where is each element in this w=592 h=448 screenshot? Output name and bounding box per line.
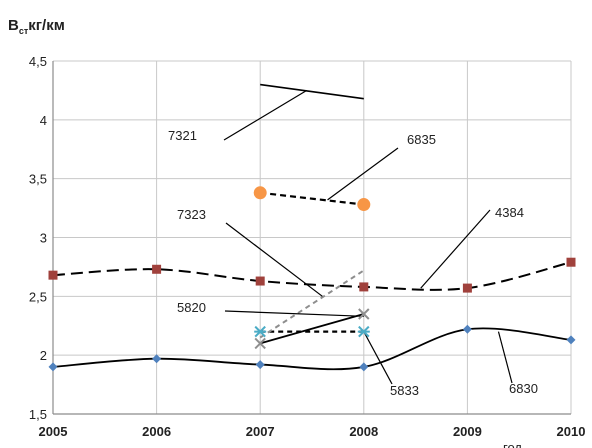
point-6835 (357, 198, 371, 212)
x-tick-label: 2007 (246, 424, 275, 439)
x-axis-label: год (503, 440, 522, 448)
series-markers (48, 186, 576, 372)
point-5833 (357, 325, 370, 338)
leader-line-7321 (223, 89, 308, 141)
x-tick-label: 2008 (349, 424, 378, 439)
grid (52, 60, 572, 415)
x-tick-labels: 2005 2006 2007 2008 2009 2010 (39, 424, 586, 439)
y-tick-label: 4,5 (29, 54, 47, 69)
axes (52, 61, 571, 415)
annotation-label-4384: 4384 (495, 205, 524, 220)
point-6835 (253, 186, 267, 200)
series-line-6835 (260, 191, 364, 206)
leader-line-6830 (497, 331, 513, 384)
point-5820 (358, 308, 370, 320)
x-tick-label: 2005 (39, 424, 68, 439)
y-axis-label-unit: кг/км (28, 17, 65, 34)
series-line-7323 (259, 269, 365, 339)
y-tick-label: 3 (40, 231, 47, 246)
series-line-7321 (260, 83, 364, 100)
annotation-label-7323: 7323 (177, 207, 206, 222)
series-line-5820 (259, 313, 365, 345)
annotation-label-5820: 5820 (177, 300, 206, 315)
point-6830 (462, 324, 472, 334)
y-tick-label: 1,5 (29, 407, 47, 422)
point-4384 (255, 276, 265, 286)
point-5833 (254, 325, 267, 338)
y-axis-label-main: B (8, 17, 19, 34)
point-4384 (48, 270, 58, 280)
point-stroke (254, 337, 266, 350)
x-tick-label: 2006 (142, 424, 171, 439)
y-tick-label: 2 (40, 348, 47, 363)
point-4384 (152, 264, 162, 274)
leader-lines (223, 89, 513, 385)
annotation-label-5833: 5833 (390, 383, 419, 398)
point-4384 (566, 257, 576, 267)
point-5820 (254, 337, 266, 350)
leader-line-4384 (420, 209, 491, 289)
point-stroke (358, 308, 370, 320)
point-6830 (566, 335, 576, 345)
point-6830 (255, 360, 265, 370)
leader-line-6835 (327, 147, 399, 201)
point-6830 (359, 362, 369, 372)
point-4384 (462, 283, 472, 293)
x-tick-label: 2009 (453, 424, 482, 439)
annotation-label-7321: 7321 (168, 128, 197, 143)
leader-line-5820 (224, 310, 364, 317)
y-tick-label: 4 (40, 113, 47, 128)
annotation-label-6830: 6830 (509, 381, 538, 396)
y-tick-labels: 1,5 2 2,5 3 3,5 4 4,5 (29, 54, 47, 422)
x-tick-label: 2010 (557, 424, 586, 439)
annotation-labels: 7321 6835 7323 4384 5820 5833 6830 (168, 128, 538, 398)
point-4384 (359, 282, 369, 292)
y-tick-label: 2,5 (29, 289, 47, 304)
y-tick-label: 3,5 (29, 172, 47, 187)
series-line-6830 (52, 327, 572, 371)
series-line-4384 (52, 261, 572, 291)
leader-line-5833 (363, 331, 393, 385)
series-lines (52, 83, 572, 371)
annotation-label-6835: 6835 (407, 132, 436, 147)
point-6830 (152, 354, 162, 364)
point-6830 (48, 362, 58, 372)
leader-line-7323 (225, 222, 323, 297)
y-axis-label: Bсткг/км (8, 17, 65, 36)
y-axis-label-sub: ст (19, 26, 29, 36)
